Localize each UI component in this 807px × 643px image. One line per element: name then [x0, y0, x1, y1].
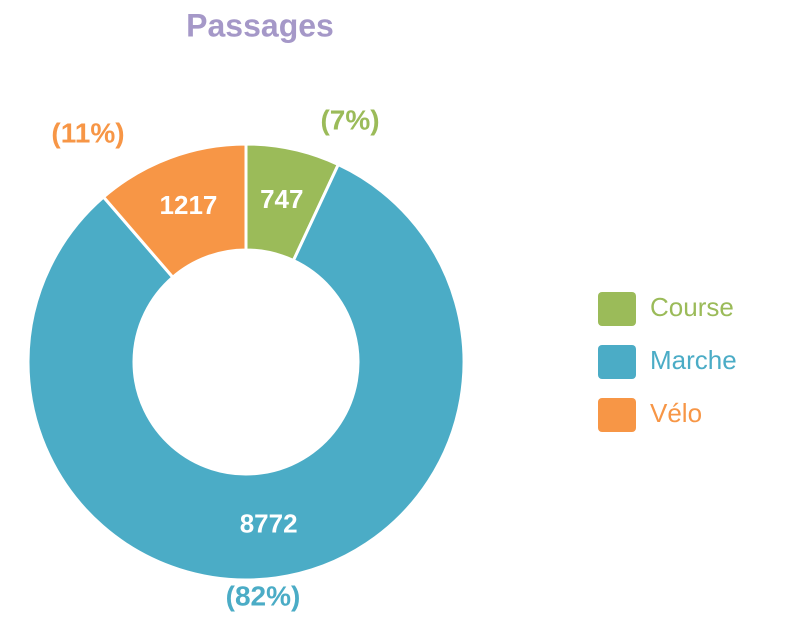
value-label: 747 — [260, 184, 303, 214]
donut-slice — [101, 142, 248, 280]
legend-label: Vélo — [650, 398, 702, 428]
percent-label: (7%) — [320, 104, 379, 135]
chart-title: Passages — [186, 7, 334, 43]
value-label: 8772 — [240, 508, 298, 538]
legend-swatch — [598, 345, 636, 379]
legend-label: Course — [650, 292, 734, 322]
legend-label: Marche — [650, 345, 737, 375]
legend-swatch — [598, 292, 636, 326]
value-label: 1217 — [160, 190, 218, 220]
donut-slice — [26, 162, 466, 582]
percent-label: (11%) — [51, 117, 124, 148]
legend-swatch — [598, 398, 636, 432]
percent-label: (82%) — [226, 580, 301, 611]
